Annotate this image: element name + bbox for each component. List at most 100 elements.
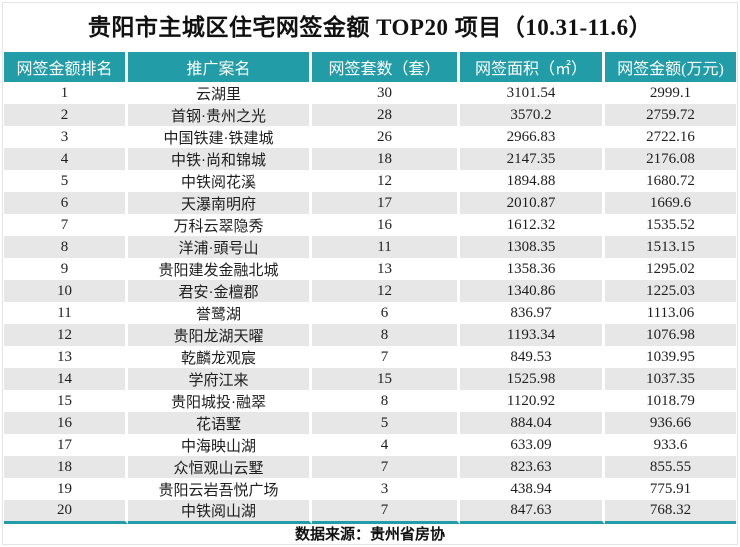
top20-table: 网签金额排名 推广案名 网签套数（套） 网签面积（㎡） 网签金额(万元) 1 云湖… <box>4 52 736 524</box>
page-title: 贵阳市主城区住宅网签金额 TOP20 项目（10.31-11.6） <box>87 15 653 40</box>
table-cell: 633.09 <box>460 434 605 456</box>
table-row: 5 中铁阅花溪 12 1894.88 1680.72 <box>4 170 736 192</box>
table-header: 网签金额排名 推广案名 网签套数（套） 网签面积（㎡） 网签金额(万元) <box>4 52 736 82</box>
table-cell: 19 <box>4 478 128 500</box>
table-cell: 4 <box>312 434 460 456</box>
table-cell: 26 <box>312 126 460 148</box>
table-cell: 30 <box>312 82 460 104</box>
table-cell: 1680.72 <box>646 172 695 189</box>
table-cell: 5 <box>312 412 460 434</box>
table-row: 19 贵阳云岩吾悦广场 3 438.94 775.91 <box>4 478 736 500</box>
col-header-amount: 网签金额(万元) <box>605 52 736 82</box>
table-cell: 誉鹭湖 <box>128 302 312 324</box>
table-cell: 11 <box>4 302 128 324</box>
table-cell: 众恒观山云墅 <box>128 456 312 478</box>
table-row: 16 花语墅 5 884.04 936.66 <box>4 412 736 434</box>
header-row: 网签金额排名 推广案名 网签套数（套） 网签面积（㎡） 网签金额(万元) <box>4 52 736 82</box>
table-cell: 8 <box>312 324 460 346</box>
table-row: 4 中铁·尚和锦城 18 2147.35 2176.08 <box>4 148 736 170</box>
table-cell: 中海映山湖 <box>128 434 312 456</box>
table-cell: 3101.54 <box>460 82 605 104</box>
table-cell: 884.04 <box>460 412 605 434</box>
table-cell: 1 <box>4 82 128 104</box>
col-header-rank: 网签金额排名 <box>4 52 128 82</box>
table-cell: 3 <box>4 126 128 148</box>
table-cell: 1295.02 <box>646 260 695 277</box>
table-cell: 15 <box>312 368 460 390</box>
table-cell: 2999.1 <box>649 84 692 101</box>
table-row: 3 中国铁建·铁建城 26 2966.83 2722.16 <box>4 126 736 148</box>
table-cell: 贵阳龙湖天曜 <box>128 324 312 346</box>
table-row: 8 洋浦·頭号山 11 1308.35 1513.15 <box>4 236 736 258</box>
table-cell: 855.55 <box>605 456 736 478</box>
table-row: 15 贵阳城投·融翠 8 1120.92 1018.79 <box>4 390 736 412</box>
table-cell: 9 <box>4 258 128 280</box>
table-cell: 16 <box>4 412 128 434</box>
table-cell: 2 <box>4 104 128 126</box>
table-cell: 1076.98 <box>605 324 736 346</box>
table-cell: 3 <box>312 478 460 500</box>
table-cell: 11 <box>312 236 460 258</box>
table-cell: 20 <box>4 500 128 524</box>
table-cell: 1894.88 <box>460 170 605 192</box>
table-cell: 1669.6 <box>605 192 736 214</box>
table-row: 18 众恒观山云墅 7 823.63 855.55 <box>4 456 736 478</box>
table-cell: 1358.36 <box>460 258 605 280</box>
table-cell: 2966.83 <box>460 126 605 148</box>
table-cell: 洋浦·頭号山 <box>128 236 312 258</box>
table-cell: 1193.34 <box>460 324 605 346</box>
table-cell: 1612.32 <box>460 214 605 236</box>
table-row: 11 誉鹭湖 6 836.97 1113.06 <box>4 302 736 324</box>
table-row: 17 中海映山湖 4 633.09 933.6 <box>4 434 736 456</box>
table-cell: 8 <box>312 390 460 412</box>
table-cell: 18 <box>312 148 460 170</box>
table-cell: 847.63 <box>460 500 605 524</box>
table-row: 2 首钢·贵州之光 28 3570.2 2759.72 <box>4 104 736 126</box>
table-cell: 8 <box>4 236 128 258</box>
table-cell: 936.66 <box>605 412 736 434</box>
table-cell: 1039.95 <box>646 348 695 365</box>
table-cell: 7 <box>4 214 128 236</box>
table-cell: 13 <box>312 258 460 280</box>
table-row: 1 云湖里 30 3101.54 2999.1 <box>4 82 736 104</box>
table-row: 13 乾麟龙观宸 7 849.53 1039.95 <box>4 346 736 368</box>
table-cell: 7 <box>312 456 460 478</box>
table-cell: 1308.35 <box>460 236 605 258</box>
table-cell: 2759.72 <box>605 104 736 126</box>
table-cell: 3570.2 <box>460 104 605 126</box>
col-header-project: 推广案名 <box>128 52 312 82</box>
table-cell: 16 <box>312 214 460 236</box>
table-cell: 2147.35 <box>460 148 605 170</box>
table-cell: 2176.08 <box>605 148 736 170</box>
table-cell: 836.97 <box>460 302 605 324</box>
col-header-area: 网签面积（㎡） <box>460 52 605 82</box>
table-cell: 933.6 <box>653 436 688 453</box>
table-cell: 12 <box>312 280 460 302</box>
table-cell: 君安·金檀郡 <box>128 280 312 302</box>
table-row: 6 天瀑南明府 17 2010.87 1669.6 <box>4 192 736 214</box>
table-cell: 7 <box>312 346 460 368</box>
table-cell: 1525.98 <box>460 368 605 390</box>
table-cell: 1225.03 <box>605 280 736 302</box>
table-cell: 15 <box>4 390 128 412</box>
table-cell: 823.63 <box>460 456 605 478</box>
table-cell: 14 <box>4 368 128 390</box>
table-cell: 17 <box>312 192 460 214</box>
table-row: 7 万科云翠隐秀 16 1612.32 1535.52 <box>4 214 736 236</box>
table-cell: 首钢·贵州之光 <box>128 104 312 126</box>
table-cell: 贵阳城投·融翠 <box>128 390 312 412</box>
table-cell: 乾麟龙观宸 <box>128 346 312 368</box>
table-cell: 2010.87 <box>460 192 605 214</box>
table-row: 9 贵阳建发金融北城 13 1358.36 1295.02 <box>4 258 736 280</box>
table-body: 1 云湖里 30 3101.54 2999.1 2 首钢·贵州之光 28 3570.2 2759.… <box>4 82 736 524</box>
table-cell: 6 <box>4 192 128 214</box>
table-cell: 5 <box>4 170 128 192</box>
table-cell: 6 <box>312 302 460 324</box>
table-cell: 28 <box>312 104 460 126</box>
table-cell: 17 <box>4 434 128 456</box>
table-cell: 云湖里 <box>128 82 312 104</box>
table-cell: 18 <box>4 456 128 478</box>
table-row: 14 学府江来 15 1525.98 1037.35 <box>4 368 736 390</box>
table-cell: 中国铁建·铁建城 <box>128 126 312 148</box>
